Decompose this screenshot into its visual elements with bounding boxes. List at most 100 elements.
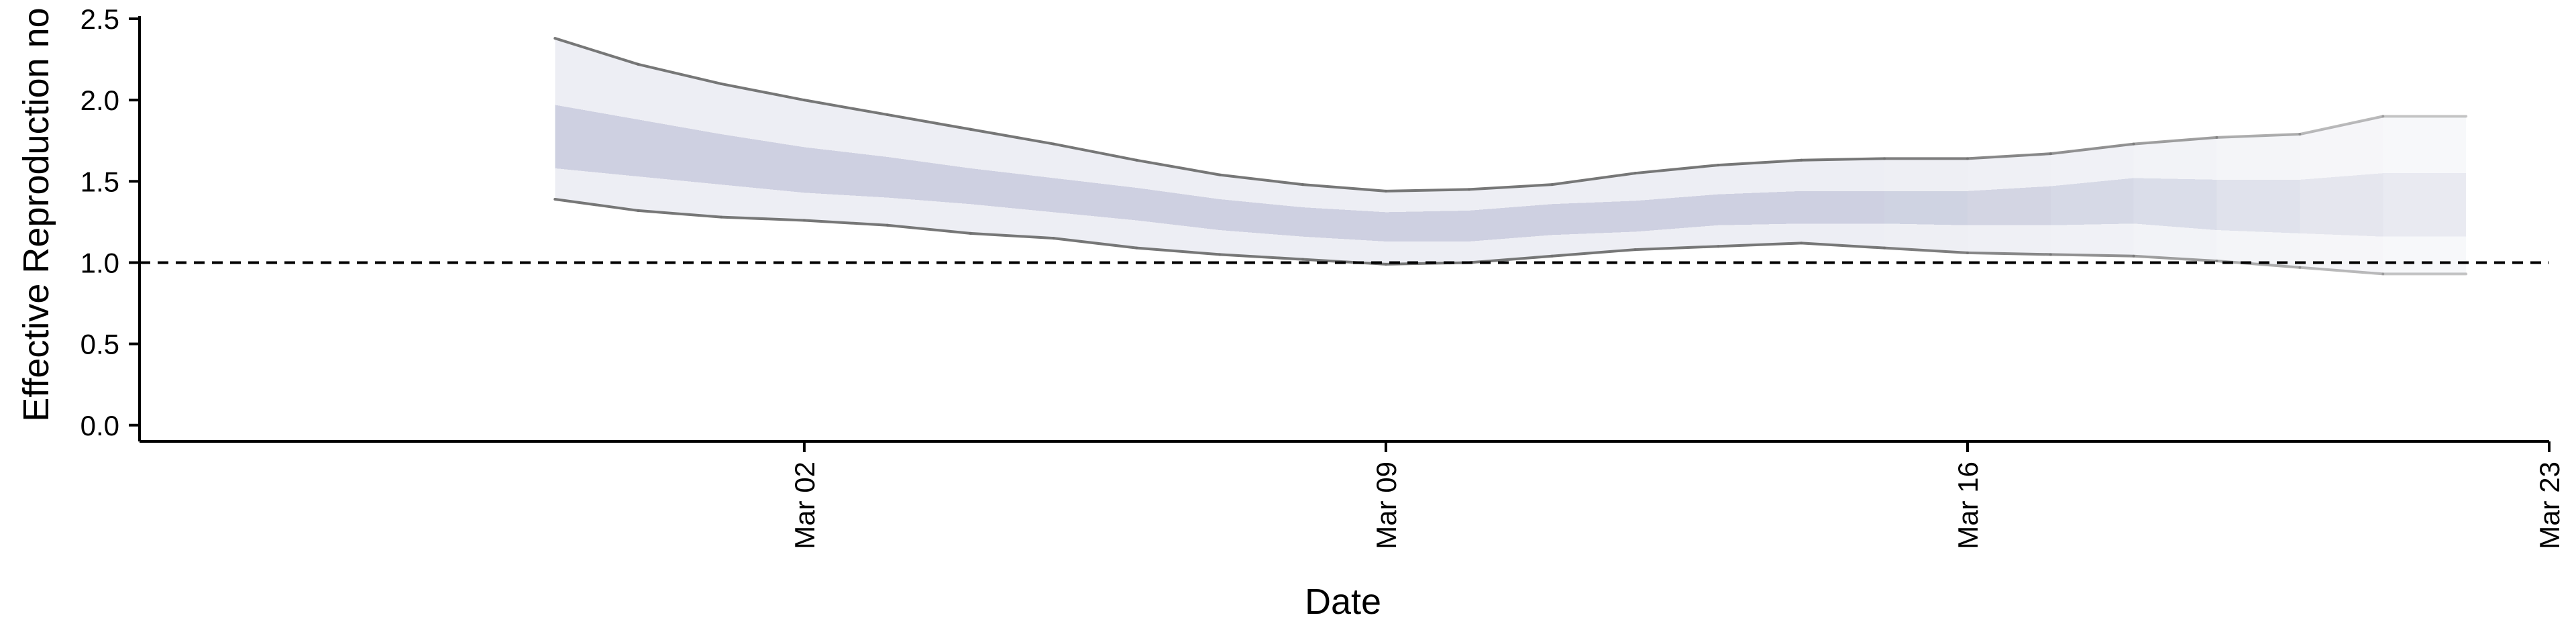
outer-band-segment bbox=[1136, 160, 1220, 255]
inner-band-segment bbox=[1801, 191, 1885, 224]
inner-band-segment bbox=[555, 105, 639, 177]
lower-bound-line-segment bbox=[720, 215, 806, 222]
lower-bound-line-segment bbox=[2298, 266, 2385, 276]
outer-band-segment bbox=[638, 64, 722, 217]
outer-band-segment bbox=[1718, 160, 1802, 247]
outer-band-segment bbox=[555, 38, 639, 211]
inner-band-segment bbox=[804, 147, 888, 198]
lower-bound-line-segment bbox=[1633, 245, 1720, 252]
inner-band-segment bbox=[1718, 191, 1802, 225]
outer-band-segment bbox=[1967, 154, 2051, 255]
outer-band-segment bbox=[2133, 137, 2217, 262]
lower-bound-line-segment bbox=[1883, 246, 1969, 254]
outer-band-segment bbox=[804, 100, 888, 225]
inner-band-segment bbox=[638, 119, 722, 185]
upper-bound-line-segment bbox=[2215, 133, 2302, 139]
outer-band-segment bbox=[2216, 134, 2300, 268]
inner-band-segment bbox=[1468, 204, 1552, 241]
lower-bound-line-segment bbox=[885, 223, 972, 235]
upper-bound-line-segment bbox=[553, 37, 640, 66]
inner-band-segment bbox=[1635, 194, 1719, 232]
outer-band-segment bbox=[1884, 158, 1968, 253]
y-tick-label: 2.0 bbox=[80, 85, 119, 116]
y-axis-ticks: 0.0 0.5 1.0 1.5 2.0 2.5 bbox=[80, 3, 140, 441]
inner-band-segment bbox=[1136, 188, 1220, 230]
x-axis-title: Date bbox=[1305, 582, 1381, 622]
lower-bound-line-segment bbox=[1135, 246, 1222, 256]
lower-bound-line-segment bbox=[1717, 241, 1803, 248]
upper-bound-line-segment bbox=[1717, 158, 1803, 167]
x-axis-ticks: Mar 02 Mar 09 Mar 16 Mar 23 bbox=[789, 441, 2565, 549]
upper-bound-line-segment bbox=[885, 113, 972, 131]
x-tick-label: Mar 16 bbox=[1952, 462, 1984, 549]
lower-bound-line-segment bbox=[2049, 253, 2135, 258]
inner-band-segment bbox=[1967, 186, 2051, 225]
upper-bound-line-segment bbox=[1966, 152, 2052, 160]
lower-bound-line-segment bbox=[1800, 241, 1886, 250]
upper-bound-line-segment bbox=[2132, 136, 2218, 146]
y-tick-label: 0.0 bbox=[80, 410, 119, 441]
inner-band-segment bbox=[1303, 207, 1386, 241]
lower-bound-line-segment bbox=[553, 197, 640, 212]
upper-bound-line-segment bbox=[720, 82, 806, 102]
lower-bound-line-segment bbox=[969, 231, 1055, 240]
outer-band-segment bbox=[970, 129, 1054, 239]
outer-band-segment bbox=[2300, 116, 2383, 274]
outer-band-segment bbox=[887, 114, 971, 233]
upper-bound-line-segment bbox=[1800, 157, 1886, 162]
inner-band-segment bbox=[1552, 201, 1635, 235]
x-tick-label: Mar 02 bbox=[789, 462, 820, 549]
inner-band-segment bbox=[1220, 199, 1303, 237]
inner-band-segment bbox=[2133, 178, 2217, 230]
outer-band-segment bbox=[1053, 144, 1137, 248]
inner-band-segment bbox=[721, 134, 804, 193]
inner-band-segment bbox=[2383, 173, 2467, 237]
inner-band-segment bbox=[1385, 210, 1469, 241]
y-tick-label: 1.0 bbox=[80, 247, 119, 278]
upper-bound-line-segment bbox=[969, 127, 1055, 146]
outer-band-segment bbox=[1552, 173, 1635, 256]
outer-band-segment bbox=[1635, 165, 1719, 250]
inner-band-segment bbox=[2300, 173, 2383, 237]
upper-bound-line-segment bbox=[1301, 183, 1387, 193]
x-tick-label: Mar 23 bbox=[2534, 462, 2565, 549]
upper-bound-line-segment bbox=[2298, 115, 2385, 136]
upper-bound-line-segment bbox=[2049, 142, 2135, 156]
outer-band-segment bbox=[721, 83, 804, 221]
lower-bound-line-segment bbox=[1966, 251, 2052, 256]
upper-bound-line-segment bbox=[1633, 164, 1720, 175]
inner-band-segment bbox=[2050, 178, 2134, 225]
outer-band-segment bbox=[1220, 174, 1303, 260]
lower-bound-line-segment bbox=[1218, 253, 1305, 261]
inner-band-segment bbox=[970, 168, 1054, 213]
outer-band-segment bbox=[1385, 189, 1469, 264]
y-tick-label: 2.5 bbox=[80, 3, 119, 35]
upper-bound-line-segment bbox=[1218, 173, 1305, 186]
upper-bound-line-segment bbox=[1384, 188, 1470, 193]
lower-bound-line-segment bbox=[1052, 237, 1138, 250]
inner-band-segment bbox=[887, 156, 971, 205]
inner-band-segment bbox=[1884, 191, 1968, 225]
outer-band-segment bbox=[1468, 184, 1552, 263]
outer-band-segment bbox=[1303, 184, 1386, 264]
lower-bound-line-segment bbox=[802, 219, 889, 227]
outer-band-segment bbox=[1801, 158, 1885, 248]
outer-band-segment bbox=[2383, 116, 2467, 274]
inner-band-segment bbox=[1053, 178, 1137, 221]
outer-band-segment bbox=[2050, 144, 2134, 256]
upper-bound-line-segment bbox=[1550, 172, 1637, 186]
y-tick-label: 0.5 bbox=[80, 329, 119, 360]
lower-bound-line-segment bbox=[637, 209, 723, 219]
upper-bound-line-segment bbox=[1135, 158, 1222, 176]
y-tick-label: 1.5 bbox=[80, 166, 119, 197]
credible-interval-bands bbox=[555, 38, 2467, 274]
y-axis-title: Effective Reproduction no bbox=[16, 7, 56, 421]
upper-bound-line-segment bbox=[1052, 142, 1138, 162]
x-tick-label: Mar 09 bbox=[1371, 462, 1402, 549]
inner-band-segment bbox=[2216, 179, 2300, 233]
axes: 0.00.51.01.52.02.5 Mar 02 Mar 09 Mar 16 Mar… bbox=[80, 3, 2565, 549]
lower-bound-line-segment bbox=[2132, 254, 2218, 263]
upper-bound-line-segment bbox=[1467, 183, 1554, 191]
upper-bound-line-segment bbox=[637, 62, 723, 85]
